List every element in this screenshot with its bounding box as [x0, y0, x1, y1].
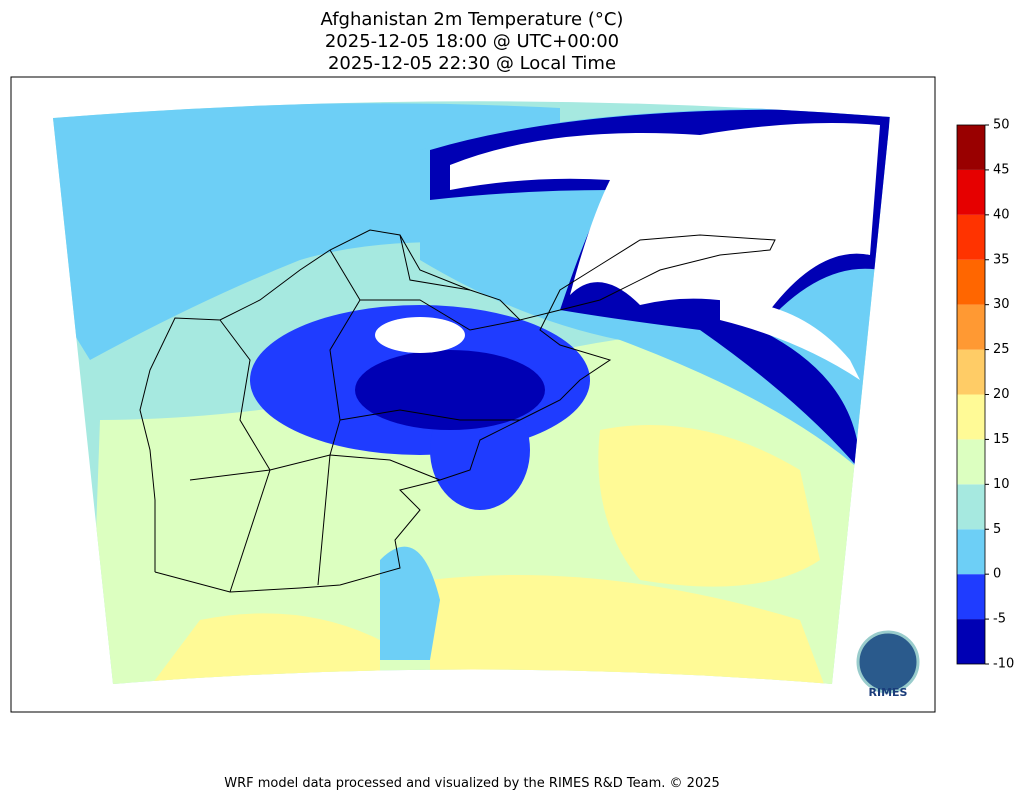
- colorbar-band: [957, 439, 985, 485]
- colorbar-tick-label: 10: [993, 477, 1010, 492]
- colorbar-tick-label: 0: [993, 567, 1001, 582]
- title-line: 2025-12-05 22:30 @ Local Time: [328, 53, 616, 74]
- colorbar-band: [957, 214, 985, 260]
- colorbar-tick-label: 5: [993, 522, 1001, 537]
- colorbar-tick-label: 40: [993, 207, 1010, 222]
- colorbar-band: [957, 619, 985, 664]
- colorbar: -10 -5 0 5 10 15 20 25 30 35 40 45 50: [956, 118, 1014, 672]
- colorbar-band: [957, 259, 985, 305]
- footer: WRF model data processed and visualized …: [224, 776, 720, 791]
- colorbar-tick-label: 25: [993, 342, 1010, 357]
- colorbar-band: [957, 484, 985, 530]
- colorbar-tick-label: -10: [993, 657, 1014, 672]
- colorbar-tick-label: 30: [993, 297, 1010, 312]
- colorbar-tick-label: -5: [993, 612, 1006, 627]
- colorbar-tick-label: 50: [993, 118, 1010, 133]
- colorbar-tick-label: 45: [993, 162, 1010, 177]
- temperature-field: [53, 101, 890, 684]
- colorbar-tick-label: 35: [993, 252, 1010, 267]
- title-line: Afghanistan 2m Temperature (°C): [321, 9, 624, 30]
- title-line: 2025-12-05 18:00 @ UTC+00:00: [325, 31, 619, 52]
- colorbar-band: [957, 394, 985, 440]
- colorbar-tick-label: 20: [993, 387, 1010, 402]
- colorbar-band: [957, 125, 985, 170]
- colorbar-band: [957, 169, 985, 215]
- country-borders: [139, 229, 776, 593]
- colorbar-tick-label: 15: [993, 432, 1010, 447]
- colorbar-band: [957, 304, 985, 350]
- colorbar-band: [957, 574, 985, 620]
- colorbar-band: [957, 349, 985, 395]
- colorbar-band: [957, 529, 985, 575]
- logo-text: RIMES: [869, 686, 908, 699]
- logo: RIMES: [856, 630, 920, 699]
